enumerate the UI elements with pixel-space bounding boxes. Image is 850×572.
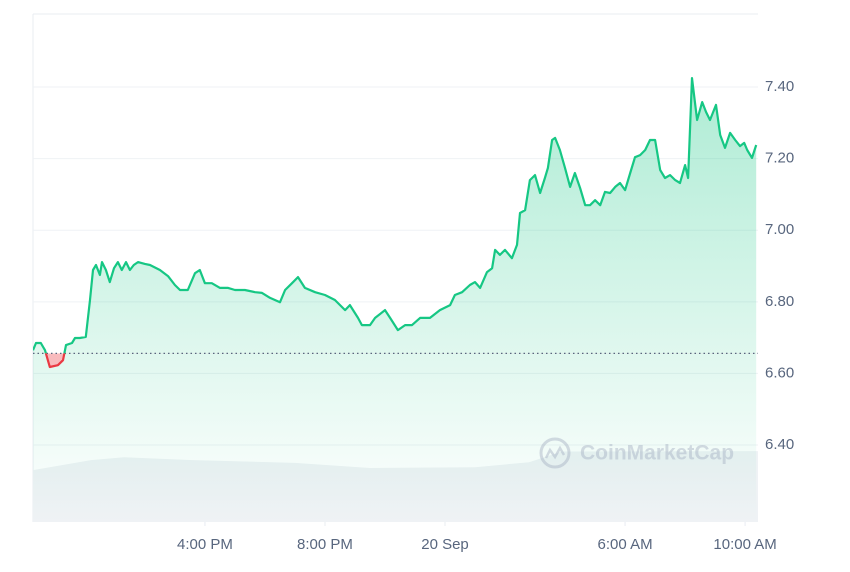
y-tick-label: 6.60	[765, 364, 794, 381]
x-tick-label: 20 Sep	[421, 536, 469, 553]
x-tick-label: 6:00 AM	[598, 536, 653, 553]
y-tick-label: 6.80	[765, 293, 794, 310]
x-tick-label: 4:00 PM	[177, 536, 233, 553]
y-tick-label: 7.00	[765, 221, 794, 238]
x-tick-label: 8:00 PM	[297, 536, 353, 553]
watermark: CoinMarketCap	[539, 437, 734, 469]
price-area	[33, 78, 757, 522]
y-tick-label: 7.40	[765, 78, 794, 95]
watermark-text: CoinMarketCap	[580, 442, 734, 465]
y-tick-label: 7.20	[765, 150, 794, 167]
price-line	[33, 77, 758, 354]
x-tick-label: 10:00 AM	[713, 536, 776, 553]
y-tick-label: 6.40	[765, 436, 794, 453]
